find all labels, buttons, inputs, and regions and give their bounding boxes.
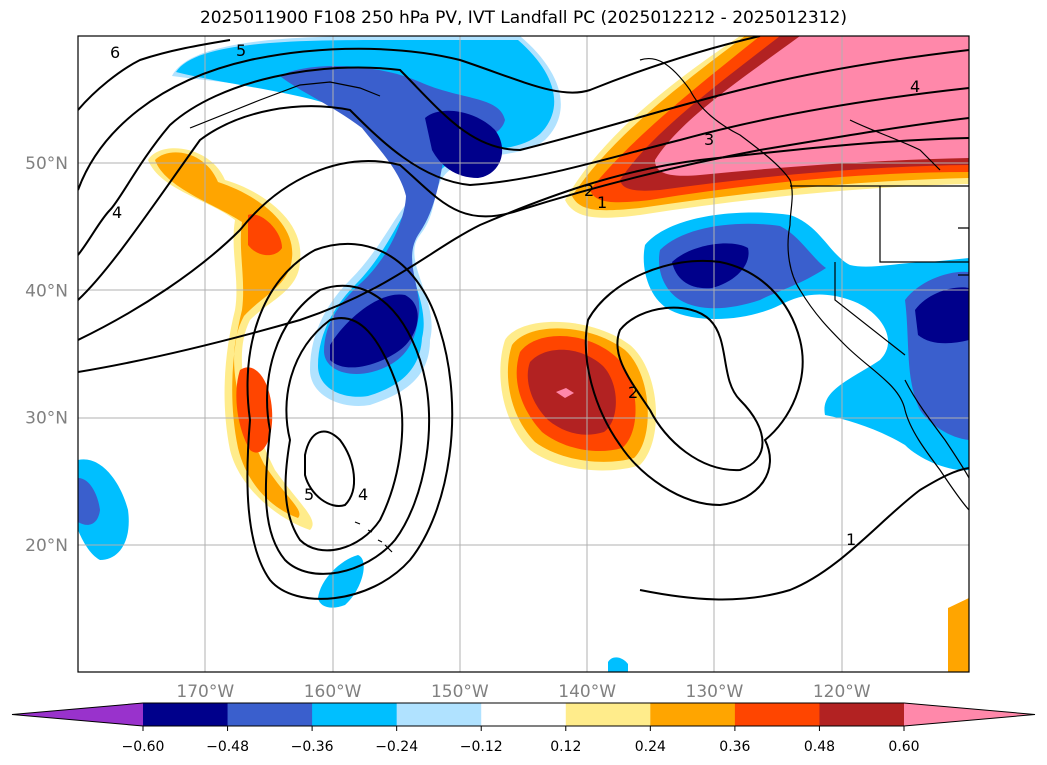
colorbar-tick-label: 0.48 xyxy=(804,739,835,755)
lon-labels: 170°W 160°W 150°W 140°W 130°W 120°W xyxy=(176,682,870,702)
grid-lines xyxy=(78,36,969,672)
pv-contours xyxy=(78,36,969,601)
colorbar-tick-label: −0.60 xyxy=(122,739,165,755)
contour-label: 3 xyxy=(704,130,714,149)
colorbar-tick-label: −0.36 xyxy=(291,739,334,755)
map-layers: 6 5 4 5 4 2 1 2 3 4 1 xyxy=(78,36,969,672)
contour-labels: 6 5 4 5 4 2 1 2 3 4 1 xyxy=(110,41,920,549)
contour-label: 6 xyxy=(110,43,120,62)
colorbar-extend-max xyxy=(904,703,1035,726)
contour-label: 2 xyxy=(628,383,638,402)
colorbar-tick-label: −0.12 xyxy=(460,739,503,755)
colorbar: −0.60 −0.48 −0.36 −0.24 −0.12 0.12 0.24 0.36 0.4… xyxy=(11,702,1036,755)
contour-label: 1 xyxy=(846,530,856,549)
colorbar-segment xyxy=(227,703,313,726)
contour-label: 4 xyxy=(910,77,920,96)
map-title: 2025011900 F108 250 hPa PV, IVT Landfall… xyxy=(199,8,847,28)
lon-tick-label: 170°W xyxy=(176,682,234,702)
lon-tick-label: 160°W xyxy=(304,682,362,702)
contour-label: 5 xyxy=(236,41,246,60)
lon-tick-label: 130°W xyxy=(686,682,744,702)
colorbar-extend-min xyxy=(12,703,143,726)
contour-label: 4 xyxy=(112,203,122,222)
colorbar-segment xyxy=(312,703,398,726)
colorbar-segment xyxy=(819,703,905,726)
lon-tick-label: 150°W xyxy=(431,682,489,702)
colorbar-tick-label: −0.48 xyxy=(206,739,249,755)
lat-tick-label: 50°N xyxy=(25,154,68,174)
lon-tick-label: 120°W xyxy=(813,682,871,702)
colorbar-segment xyxy=(143,703,229,726)
colorbar-tick-label: 0.60 xyxy=(888,739,919,755)
map-border xyxy=(77,35,970,673)
lat-tick-label: 20°N xyxy=(25,536,68,556)
coastlines xyxy=(189,57,969,553)
lon-tick-label: 140°W xyxy=(558,682,616,702)
colorbar-tick-label: 0.24 xyxy=(635,739,666,755)
colorbar-tick-label: 0.36 xyxy=(719,739,750,755)
contour-label: 4 xyxy=(358,485,368,504)
lat-tick-label: 30°N xyxy=(25,409,68,429)
colorbar-tick-label: 0.12 xyxy=(550,739,581,755)
contour-label: 1 xyxy=(597,193,607,212)
contour-label: 5 xyxy=(304,485,314,504)
contour-label: 2 xyxy=(584,181,594,200)
lat-tick-label: 40°N xyxy=(25,281,68,301)
lat-labels: 20°N 30°N 40°N 50°N xyxy=(25,154,68,556)
colorbar-segment xyxy=(396,703,482,726)
colorbar-segment xyxy=(650,703,736,726)
colorbar-segment xyxy=(734,703,820,726)
colorbar-tick-label: −0.24 xyxy=(375,739,418,755)
colorbar-segment xyxy=(565,703,651,726)
colorbar-segment xyxy=(481,703,567,726)
